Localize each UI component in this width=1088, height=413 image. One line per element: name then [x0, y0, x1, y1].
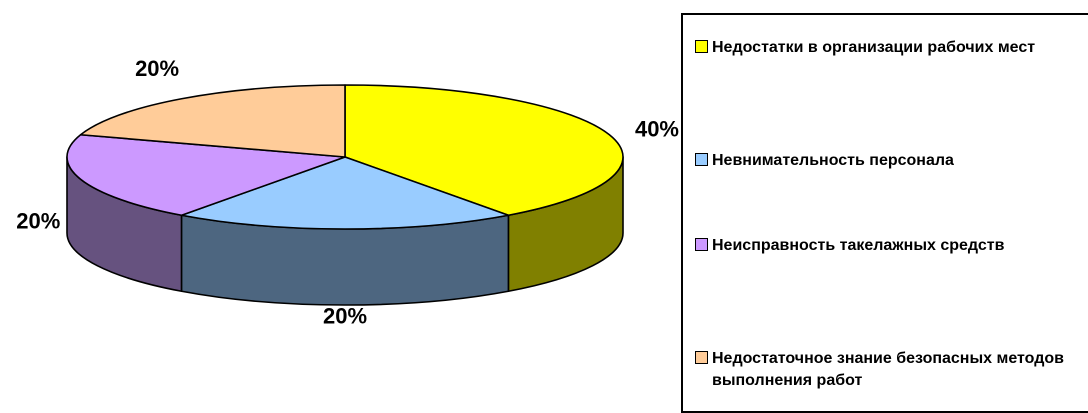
legend-label: Недостатки в организации рабочих мест — [712, 39, 1036, 56]
pie-data-label: 20% — [16, 209, 60, 234]
pie-data-label: 20% — [135, 56, 179, 81]
pie-slice — [79, 84, 346, 158]
pie-data-label: 40% — [635, 117, 679, 142]
legend-swatch — [695, 351, 708, 364]
pie-sides — [66, 156, 624, 306]
legend-label: Неисправность такелажных средств — [712, 237, 1005, 254]
legend-label: Недостаточное знание безопасных методов … — [712, 350, 1064, 389]
legend-swatch — [695, 40, 708, 53]
pie-data-label: 20% — [323, 303, 367, 328]
legend-item: Неисправность такелажных средств — [695, 235, 1088, 257]
legend-swatch — [695, 238, 708, 251]
pie-slices — [66, 84, 624, 230]
legend-item: Недостатки в организации рабочих мест — [695, 37, 1088, 59]
pie-slice — [180, 156, 510, 230]
legend-swatch — [695, 153, 708, 166]
legend-item: Невнимательность персонала — [695, 150, 1088, 172]
pie-slice — [66, 133, 346, 217]
legend-label: Невнимательность персонала — [712, 152, 954, 169]
pie-slice — [344, 84, 624, 217]
pie-chart: 40% 20% 20% 20% — [16, 56, 679, 329]
legend-item: Недостаточное знание безопасных методов … — [695, 348, 1088, 392]
pie-data-labels: 40% 20% 20% 20% — [16, 56, 679, 329]
legend: Недостатки в организации рабочих мест Не… — [681, 13, 1088, 413]
